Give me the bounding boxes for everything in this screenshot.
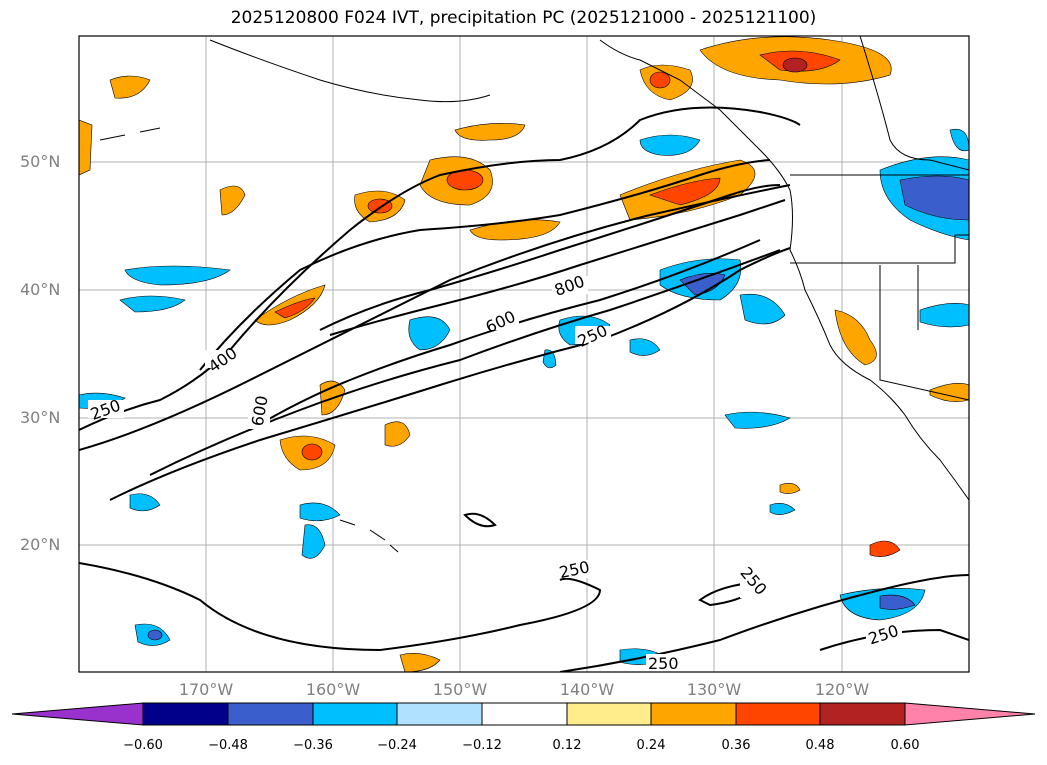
colorbar-segment — [481, 702, 568, 726]
colorbar — [11, 702, 1036, 726]
lon-label-150w: 150°W — [432, 680, 488, 699]
contour-600 — [249, 184, 781, 431]
lat-label-20n: 20°N — [20, 535, 61, 554]
colorbar-segment — [396, 702, 483, 726]
colorbar-tick: 0.48 — [805, 738, 835, 753]
colorbar-extend-left — [11, 702, 144, 726]
contour-250-tiny — [463, 512, 497, 528]
lat-label-50n: 50°N — [20, 152, 61, 171]
colorbar-segment — [650, 702, 737, 726]
colorbar-tick: −0.48 — [208, 738, 248, 753]
lon-label-130w: 130°W — [686, 680, 742, 699]
colorbar-tick: 0.36 — [721, 738, 751, 753]
contour-250-bottom — [559, 574, 969, 672]
negative-anomaly-areas — [79, 128, 969, 665]
map-border — [78, 35, 970, 673]
lat-label-40n: 40°N — [20, 280, 61, 299]
colorbar-tick: 0.12 — [552, 738, 582, 753]
colorbar-tick: −0.24 — [377, 738, 417, 753]
colorbar-segment — [566, 702, 652, 726]
colorbar-tick: 0.24 — [636, 738, 666, 753]
colorbar-tick: 0.60 — [890, 738, 920, 753]
colorbar-tick: −0.60 — [123, 738, 163, 753]
coastline — [99, 36, 969, 553]
map-title: 2025120800 F024 IVT, precipitation PC (2… — [230, 8, 817, 28]
contour-250-south — [109, 247, 791, 501]
lon-label-140w: 140°W — [559, 680, 615, 699]
contour-800 — [329, 199, 786, 336]
colorbar-tick: −0.12 — [462, 738, 502, 753]
lon-label-160w: 160°W — [305, 680, 361, 699]
contour-label: 250 — [648, 654, 679, 673]
colorbar-extend-right — [904, 702, 1036, 726]
contour-250-se — [79, 562, 602, 652]
lon-label-170w: 170°W — [178, 680, 234, 699]
ivt-contours — [79, 106, 969, 672]
contour-label-group: 250 400 600 800 600 250 250 250 250 250 — [88, 272, 902, 673]
colorbar-segment — [142, 702, 229, 726]
lat-label-30n: 30°N — [20, 408, 61, 427]
lon-label-120w: 120°W — [814, 680, 870, 699]
colorbar-segment — [227, 702, 314, 726]
contour-250-main — [79, 106, 801, 451]
colorbar-segment — [312, 702, 398, 726]
colorbar-tick: −0.36 — [293, 738, 333, 753]
colorbar-segment — [735, 702, 821, 726]
colorbar-segment — [819, 702, 906, 726]
positive-anomaly-areas — [79, 36, 969, 672]
